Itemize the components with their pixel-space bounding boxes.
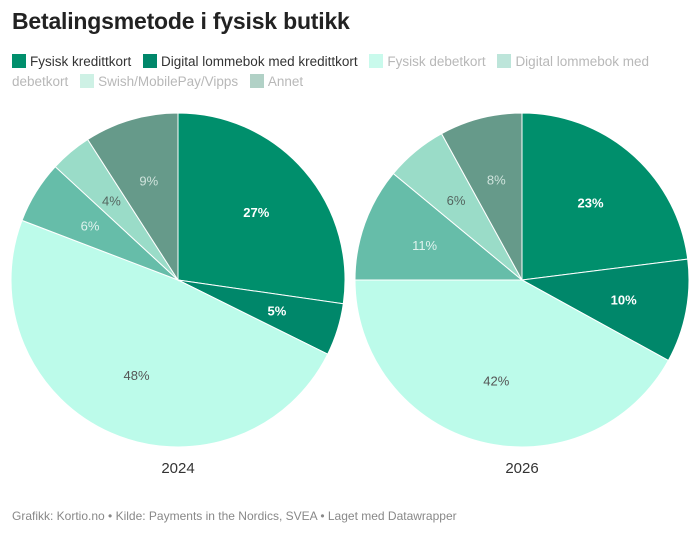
pie-slice [354,172,524,281]
legend: Fysisk kredittkort Digital lommebok med … [12,52,692,92]
legend-swatch [143,54,158,68]
slice-label: 6% [81,218,100,233]
slice-label: 48% [123,368,149,383]
slice-label: 8% [487,173,506,188]
pie-slice [87,112,179,282]
slice-label: 5% [268,304,287,319]
pie-slice [440,112,523,281]
legend-swatch [80,74,95,88]
slice-label: 42% [483,373,509,388]
slice-label: 27% [243,205,269,220]
pie-slice [354,279,670,448]
legend-item: Fysisk kredittkort [12,54,135,69]
legend-swatch [497,54,512,68]
chart-title: Betalingsmetode i fysisk butikk [12,8,350,34]
legend-label: Fysisk debetkort [387,54,486,69]
pie-slice [177,112,346,305]
legend-item: Swish/MobilePay/Vipps [80,74,242,89]
pie-slice [10,219,329,448]
footer-credits: Grafikk: Kortio.no • Kilde: Payments in … [12,509,457,523]
legend-swatch [369,54,384,68]
pie-2026: 23% 10% 42% 11% 6% 8% 2026 [354,112,690,477]
legend-swatch [12,54,26,68]
slice-label: 4% [102,194,121,209]
legend-swatch [249,74,264,88]
legend-item: Digital lommebok med debetkort [12,54,649,89]
pie-year-label: 2026 [505,460,538,477]
legend-item: Annet [249,74,304,89]
slice-label: 6% [447,193,466,208]
legend-label: Digital lommebok med debetkort [12,54,649,89]
legend-label: Digital lommebok med kredittkort [161,54,358,69]
slice-label: 10% [611,292,637,307]
slice-label: 9% [139,174,158,189]
pie-2024: 27% 5% 48% 6%4% 9% 2024 [10,112,346,477]
slice-label: 11% [412,238,437,253]
legend-label: Annet [267,74,304,89]
pie-year-label: 2024 [161,460,194,477]
pie-slice [521,112,689,281]
legend-item: Fysisk debetkort [369,54,489,69]
legend-item: Digital lommebok med kredittkort [143,54,361,69]
pie-slice [520,258,690,362]
slice-label: 23% [577,195,603,210]
legend-label: Fysisk kredittkort [30,54,132,69]
legend-label: Swish/MobilePay/Vipps [98,74,239,89]
